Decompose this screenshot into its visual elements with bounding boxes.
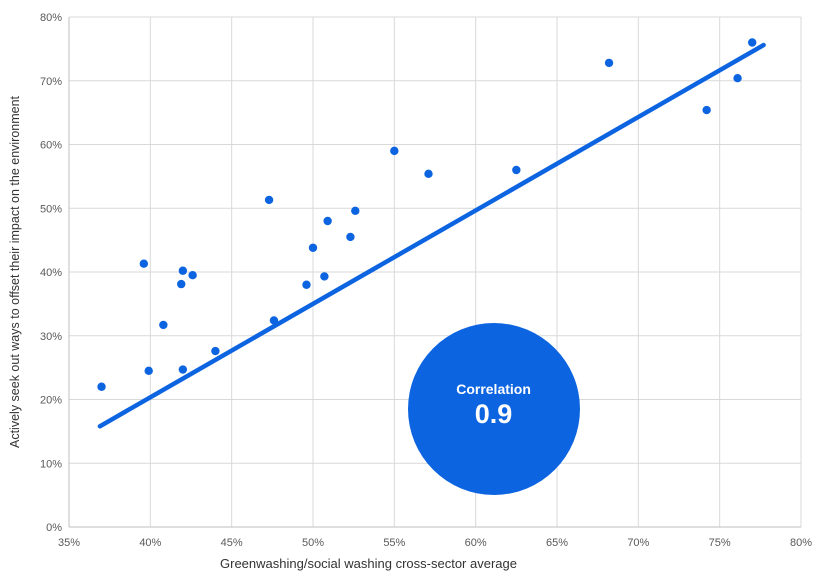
data-point [211, 346, 220, 356]
x-tick-label: 50% [302, 537, 324, 549]
data-point [323, 216, 332, 226]
x-tick-label: 75% [709, 537, 731, 549]
x-tick-label: 65% [546, 537, 568, 549]
data-point [390, 146, 399, 156]
data-point [178, 365, 188, 374]
data-point [188, 270, 197, 280]
data-point [702, 105, 711, 115]
data-point [424, 169, 433, 179]
x-tick-label: 40% [139, 537, 161, 549]
x-tick-label: 70% [627, 537, 649, 549]
data-point [302, 280, 311, 289]
data-point [159, 320, 168, 330]
y-tick-label: 30% [40, 331, 62, 343]
y-tick-label: 70% [40, 76, 62, 88]
x-tick-label: 45% [221, 537, 243, 549]
y-tick-label: 40% [40, 267, 62, 279]
data-point [748, 38, 757, 47]
data-point [308, 243, 318, 252]
data-point [178, 266, 188, 275]
correlation-value: 0.9 [474, 399, 513, 430]
data-point [177, 279, 186, 289]
data-point [269, 316, 279, 325]
x-tick-label: 55% [383, 537, 405, 549]
x-tick-label: 60% [465, 537, 487, 549]
x-tick-label: 35% [58, 537, 80, 549]
data-point [139, 259, 149, 268]
correlation-label: Correlation [456, 381, 531, 398]
x-axis-title: Greenwashing/social washing cross-sector… [220, 556, 517, 571]
y-tick-label: 10% [40, 458, 62, 470]
data-point [512, 165, 521, 175]
correlation-annotation: Correlation 0.9 [407, 323, 580, 496]
data-point [351, 206, 360, 215]
data-point [264, 195, 274, 205]
trend-line [97, 42, 766, 429]
data-point [144, 366, 153, 376]
data-point [604, 58, 614, 68]
data-point [320, 272, 329, 281]
y-tick-label: 80% [40, 12, 62, 24]
y-axis-title: Actively seek out ways to offset their i… [8, 95, 22, 449]
data-point [733, 74, 742, 83]
data-point [346, 232, 355, 242]
y-tick-label: 60% [40, 140, 62, 152]
x-tick-label: 80% [790, 537, 812, 549]
data-point [97, 382, 106, 391]
y-tick-label: 20% [40, 395, 62, 407]
y-tick-label: 50% [40, 203, 62, 215]
y-tick-label: 0% [46, 522, 62, 534]
